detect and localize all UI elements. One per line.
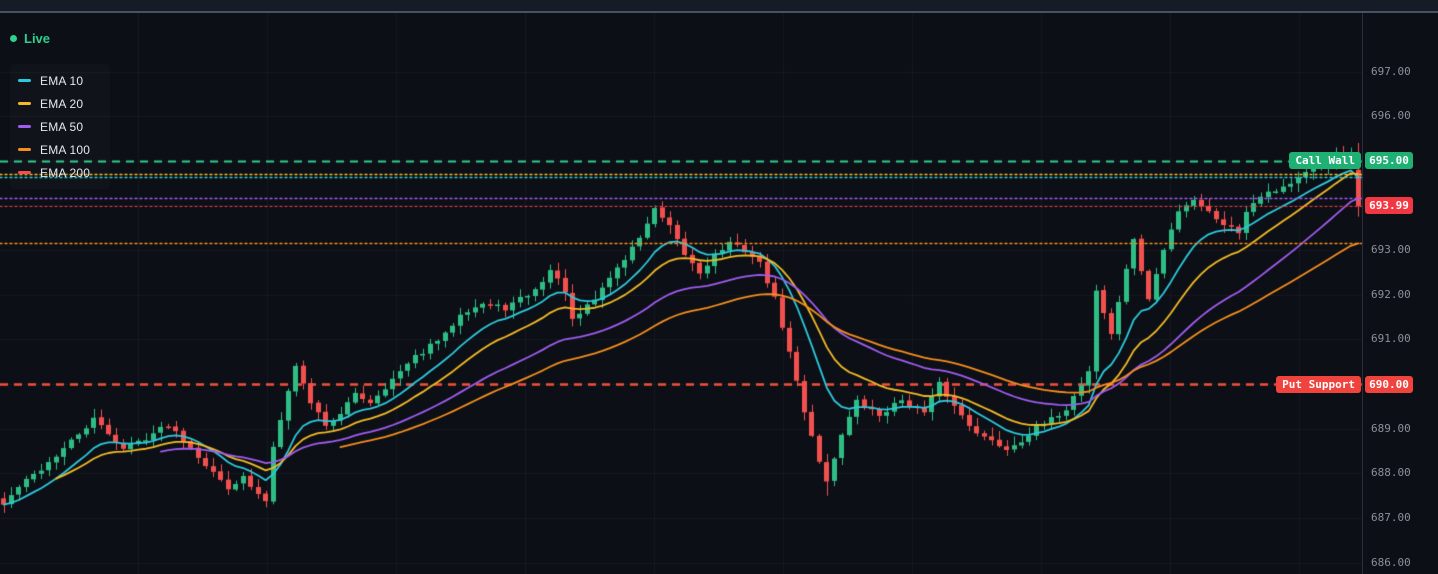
legend-item-ema-20[interactable]: EMA 20 [18,92,110,115]
legend-item-label: EMA 20 [40,96,84,111]
legend-item-ema-100[interactable]: EMA 100 [18,138,110,161]
legend-item-label: EMA 50 [40,119,84,134]
axis-tick-label: 697.00 [1371,64,1411,78]
axis-tick-label: 696.00 [1371,109,1411,123]
call-wall-price-badge[interactable]: 695.00 [1365,152,1413,170]
last-price-badge[interactable]: 693.99 [1365,197,1413,215]
legend-item-ema-50[interactable]: EMA 50 [18,115,110,138]
legend-item-ema-200[interactable]: EMA 200 [18,161,110,184]
price-axis-separator [1362,13,1363,574]
ema-100-swatch [18,148,31,151]
put-support-level-label[interactable]: Put Support [1276,375,1361,393]
ema-20-swatch [18,102,31,105]
live-indicator-button[interactable]: Live [10,31,50,46]
legend-item-ema-10[interactable]: EMA 10 [18,69,110,92]
ema-200-swatch [18,171,31,174]
axis-tick-label: 687.00 [1371,511,1411,524]
live-label: Live [24,31,51,46]
legend-item-label: EMA 200 [40,165,91,180]
price-axis[interactable]: 697.00 696.00 693.00 692.00 691.00 689.00 688.… [1362,13,1438,574]
legend-item-label: EMA 100 [40,142,91,157]
axis-tick-label: 686.00 [1371,555,1411,569]
ema-50-swatch [18,125,31,128]
axis-tick-label: 693.00 [1371,243,1411,257]
axis-tick-label: 692.00 [1371,287,1411,301]
legend-item-label: EMA 10 [40,73,84,88]
window-top-bar [0,0,1438,13]
axis-tick-label: 691.00 [1371,332,1411,346]
put-support-price-badge[interactable]: 690.00 [1365,375,1413,393]
ema-legend: EMA 10 EMA 20 EMA 50 EMA 100 EMA 200 [10,64,110,189]
axis-tick-label: 689.00 [1371,421,1411,435]
call-wall-level-label[interactable]: Call Wall [1289,152,1361,170]
axis-tick-label: 688.00 [1371,466,1411,480]
ema-10-swatch [18,79,31,82]
live-dot-icon [10,35,17,42]
